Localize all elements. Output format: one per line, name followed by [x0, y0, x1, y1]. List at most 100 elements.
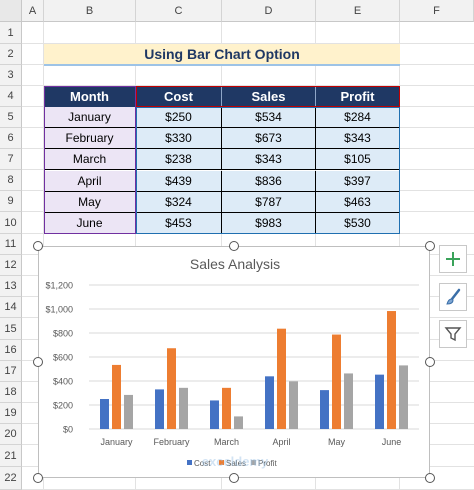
- resize-handle-top-right[interactable]: [425, 241, 435, 251]
- y-tick-label: $200: [53, 401, 73, 411]
- bar-chart: Sales Analysis $0 $200 $400 $600 $800 $1,000 $1…: [45, 256, 419, 469]
- month-range-highlight: [44, 86, 136, 234]
- row-header[interactable]: 16: [0, 340, 22, 361]
- row-header[interactable]: 14: [0, 297, 22, 318]
- row-header[interactable]: 7: [0, 149, 22, 170]
- row-header[interactable]: 9: [0, 191, 22, 212]
- bar-sales: [332, 334, 341, 429]
- row-header[interactable]: 17: [0, 361, 22, 382]
- bar-cost: [210, 400, 219, 429]
- x-tick-label: February: [153, 437, 190, 447]
- chart-styles-button[interactable]: [439, 283, 467, 311]
- row-header[interactable]: 6: [0, 128, 22, 149]
- row-header[interactable]: 8: [0, 170, 22, 191]
- bar-cost: [100, 399, 109, 429]
- resize-handle-top[interactable]: [229, 241, 239, 251]
- bar-cost: [375, 374, 384, 429]
- legend-swatch-profit: [251, 460, 256, 465]
- select-all-corner[interactable]: [0, 0, 22, 22]
- value-cell[interactable]: $343: [316, 128, 400, 150]
- series-name-range-highlight: [136, 86, 400, 107]
- month-cell[interactable]: January: [44, 107, 136, 128]
- watermark-logo: exceldemy: [202, 454, 269, 469]
- value-cell[interactable]: $250: [136, 107, 222, 128]
- resize-handle-bottom-right[interactable]: [425, 473, 435, 483]
- y-tick-label: $800: [53, 329, 73, 339]
- legend-swatch-sales: [219, 460, 224, 465]
- value-cell[interactable]: $238: [136, 149, 222, 171]
- resize-handle-left[interactable]: [33, 357, 43, 367]
- bar-sales: [112, 364, 121, 429]
- resize-handle-top-left[interactable]: [33, 241, 43, 251]
- funnel-icon: [444, 327, 462, 342]
- month-cell[interactable]: March: [44, 149, 136, 171]
- values-range-highlight: [136, 107, 400, 234]
- bar-cost: [320, 390, 329, 429]
- chart-area[interactable]: Sales Analysis $0 $200 $400 $600 $800 $1,000 $1…: [38, 246, 430, 478]
- column-header-f[interactable]: F: [400, 0, 474, 22]
- chart-elements-button[interactable]: [439, 245, 467, 273]
- row-header[interactable]: 4: [0, 86, 22, 107]
- column-header-c[interactable]: C: [136, 0, 222, 22]
- value-cell[interactable]: $343: [222, 149, 316, 171]
- month-cell[interactable]: May: [44, 191, 136, 213]
- column-header-b[interactable]: B: [44, 0, 136, 22]
- row-header[interactable]: 10: [0, 212, 22, 234]
- column-header-e[interactable]: E: [316, 0, 400, 22]
- row-header[interactable]: 13: [0, 276, 22, 297]
- row-header[interactable]: 21: [0, 445, 22, 467]
- value-cell[interactable]: $439: [136, 170, 222, 192]
- resize-handle-bottom[interactable]: [229, 473, 239, 483]
- chart-filters-button[interactable]: [439, 320, 467, 348]
- row-header[interactable]: 11: [0, 234, 22, 255]
- bar-sales: [387, 311, 396, 429]
- row-header[interactable]: 20: [0, 424, 22, 445]
- legend-label-cost: Cost: [194, 459, 211, 468]
- x-tick-label: June: [382, 437, 402, 447]
- column-header-a[interactable]: A: [22, 0, 44, 22]
- value-cell[interactable]: $324: [136, 191, 222, 213]
- table-header-cost[interactable]: Cost: [136, 86, 222, 107]
- bar-cost: [265, 376, 274, 429]
- value-cell[interactable]: $787: [222, 191, 316, 213]
- row-header[interactable]: 22: [0, 467, 22, 490]
- value-cell[interactable]: $836: [222, 170, 316, 192]
- legend-swatch-cost: [187, 460, 192, 465]
- bar-sales: [277, 328, 286, 429]
- value-cell[interactable]: $673: [222, 128, 316, 150]
- y-tick-label: $1,000: [45, 305, 73, 315]
- bar-sales: [167, 348, 176, 429]
- legend-label-profit: Profit: [258, 459, 277, 468]
- row-header[interactable]: 1: [0, 22, 22, 44]
- value-cell[interactable]: $330: [136, 128, 222, 150]
- table-header-profit[interactable]: Profit: [316, 86, 400, 107]
- row-header[interactable]: 2: [0, 44, 22, 65]
- value-cell[interactable]: $534: [222, 107, 316, 128]
- legend-label-sales: Sales: [226, 459, 246, 468]
- row-header[interactable]: 3: [0, 65, 22, 86]
- value-cell[interactable]: $463: [316, 191, 400, 213]
- value-cell[interactable]: $397: [316, 170, 400, 192]
- value-cell[interactable]: $105: [316, 149, 400, 171]
- sheet-title[interactable]: Using Bar Chart Option: [44, 44, 400, 66]
- bar-cost: [155, 389, 164, 429]
- table-header-sales[interactable]: Sales: [222, 86, 316, 107]
- table-header-month[interactable]: Month: [44, 86, 136, 107]
- bar-profit: [399, 365, 408, 429]
- row-header[interactable]: 12: [0, 255, 22, 276]
- column-header-d[interactable]: D: [222, 0, 316, 22]
- y-tick-label: $1,200: [45, 281, 73, 291]
- chart-title: Sales Analysis: [190, 256, 280, 272]
- row-header[interactable]: 18: [0, 382, 22, 403]
- month-cell[interactable]: April: [44, 170, 136, 192]
- resize-handle-right[interactable]: [425, 357, 435, 367]
- plus-icon: [446, 252, 460, 266]
- row-header[interactable]: 19: [0, 403, 22, 424]
- month-cell[interactable]: February: [44, 128, 136, 150]
- x-tick-label: March: [214, 437, 239, 447]
- row-header[interactable]: 15: [0, 318, 22, 340]
- row-gridline: [22, 85, 474, 86]
- value-cell[interactable]: $284: [316, 107, 400, 128]
- resize-handle-bottom-left[interactable]: [33, 473, 43, 483]
- row-header[interactable]: 5: [0, 107, 22, 128]
